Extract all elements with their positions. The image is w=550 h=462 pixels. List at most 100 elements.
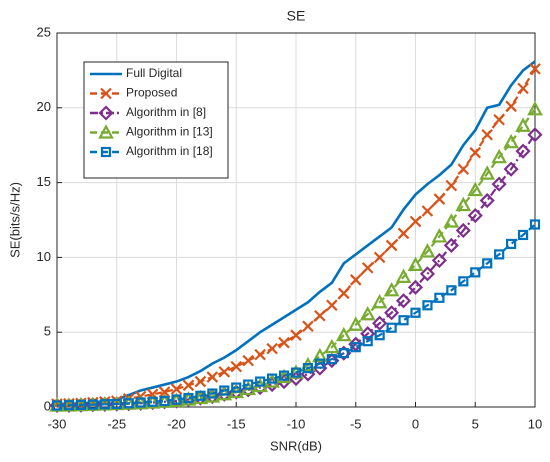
- marker: [326, 354, 337, 365]
- marker: [431, 252, 447, 268]
- y-tick-label: 15: [37, 174, 51, 189]
- marker: [374, 330, 385, 341]
- marker: [384, 305, 400, 321]
- marker: [383, 282, 400, 297]
- x-tick-label: -30: [48, 416, 67, 431]
- legend-label: Algorithm in [18]: [126, 144, 213, 158]
- marker: [302, 320, 314, 332]
- marker: [422, 300, 433, 311]
- marker: [51, 400, 63, 411]
- legend-label: Proposed: [126, 86, 177, 100]
- marker: [421, 205, 434, 217]
- marker: [433, 193, 446, 205]
- marker: [467, 207, 483, 224]
- marker: [347, 316, 364, 331]
- marker: [517, 82, 529, 95]
- marker: [446, 285, 457, 296]
- marker: [395, 268, 412, 283]
- marker: [350, 342, 361, 353]
- y-tick-label: 0: [44, 398, 51, 413]
- marker: [63, 400, 75, 411]
- x-tick-label: 0: [412, 416, 419, 431]
- marker: [481, 128, 493, 141]
- marker: [397, 227, 410, 240]
- marker: [194, 375, 207, 388]
- series: [51, 219, 541, 411]
- marker: [170, 383, 183, 395]
- marker: [515, 143, 531, 159]
- marker: [349, 274, 362, 286]
- x-tick-label: 10: [528, 416, 542, 431]
- marker: [359, 305, 376, 321]
- legend-marker: [100, 146, 112, 158]
- marker: [290, 329, 302, 341]
- marker: [529, 63, 541, 75]
- marker: [230, 360, 243, 373]
- marker: [409, 215, 422, 228]
- marker: [515, 117, 531, 132]
- marker: [278, 370, 290, 381]
- marker: [506, 238, 517, 250]
- marker: [219, 385, 230, 396]
- marker: [479, 165, 496, 180]
- marker: [503, 133, 519, 149]
- marker: [494, 249, 505, 260]
- marker: [455, 196, 472, 212]
- marker: [419, 266, 436, 282]
- x-tick-label: -20: [167, 416, 186, 431]
- marker: [267, 373, 278, 384]
- marker: [491, 148, 508, 164]
- marker: [87, 399, 98, 410]
- x-tick-label: 5: [472, 416, 479, 431]
- marker: [218, 366, 231, 378]
- marker: [158, 386, 171, 398]
- marker: [195, 390, 206, 401]
- marker: [147, 396, 158, 407]
- marker: [395, 293, 412, 309]
- marker: [431, 228, 448, 243]
- marker: [469, 146, 482, 159]
- marker: [470, 267, 481, 278]
- marker: [445, 179, 458, 192]
- marker: [254, 348, 266, 361]
- x-tick-label: -25: [107, 416, 126, 431]
- legend-marker: [98, 105, 114, 121]
- marker: [242, 354, 254, 367]
- marker: [527, 100, 543, 116]
- y-tick-label: 25: [37, 24, 51, 39]
- marker: [455, 222, 471, 239]
- x-axis-label: SNR(dB): [270, 438, 322, 453]
- marker: [371, 293, 388, 309]
- marker: [182, 379, 195, 392]
- marker: [362, 336, 373, 347]
- marker: [255, 376, 266, 387]
- x-tick-label: -5: [350, 416, 362, 431]
- marker: [443, 237, 459, 253]
- marker: [99, 399, 110, 410]
- marker: [183, 392, 194, 404]
- legend-label: Full Digital: [126, 66, 182, 80]
- legend-marker: [100, 87, 112, 100]
- marker: [159, 395, 170, 407]
- marker: [171, 394, 182, 405]
- marker: [503, 161, 519, 177]
- marker: [419, 243, 436, 258]
- marker: [314, 358, 325, 369]
- marker: [111, 398, 122, 410]
- marker: [434, 292, 445, 303]
- marker: [410, 307, 421, 318]
- marker: [385, 239, 398, 252]
- marker: [338, 348, 349, 359]
- marker: [335, 326, 352, 342]
- marker: [372, 315, 388, 331]
- marker: [529, 219, 541, 230]
- y-tick-label: 5: [44, 324, 51, 339]
- marker: [266, 342, 278, 355]
- legend-label: Algorithm in [8]: [126, 105, 206, 119]
- chart-title: SE: [287, 8, 306, 24]
- marker: [491, 176, 507, 192]
- marker: [207, 388, 218, 399]
- marker: [457, 163, 470, 175]
- marker: [527, 127, 543, 143]
